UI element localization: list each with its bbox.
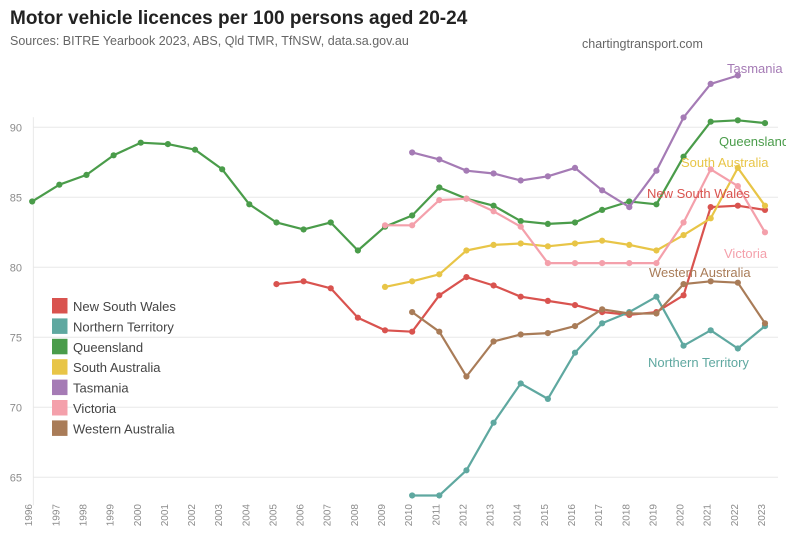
svg-text:2009: 2009 bbox=[377, 504, 388, 527]
svg-text:2012: 2012 bbox=[458, 504, 469, 527]
svg-text:2011: 2011 bbox=[431, 504, 442, 526]
svg-text:South Australia: South Australia bbox=[73, 360, 161, 375]
svg-text:2000: 2000 bbox=[133, 504, 144, 527]
svg-text:Queensland: Queensland bbox=[719, 134, 786, 149]
svg-text:1998: 1998 bbox=[78, 504, 89, 527]
svg-text:70: 70 bbox=[10, 402, 22, 414]
svg-text:2022: 2022 bbox=[730, 504, 741, 527]
svg-text:2015: 2015 bbox=[540, 504, 551, 527]
svg-text:2023: 2023 bbox=[757, 504, 768, 527]
svg-text:Tasmania: Tasmania bbox=[73, 381, 129, 396]
svg-text:2007: 2007 bbox=[323, 504, 334, 527]
svg-text:2008: 2008 bbox=[350, 504, 361, 527]
svg-text:New South Wales: New South Wales bbox=[647, 186, 750, 201]
svg-text:Victoria: Victoria bbox=[73, 401, 117, 416]
svg-text:2013: 2013 bbox=[486, 504, 497, 527]
svg-text:1999: 1999 bbox=[106, 504, 117, 527]
svg-text:2016: 2016 bbox=[567, 504, 578, 527]
svg-text:Northern Territory: Northern Territory bbox=[648, 355, 749, 370]
svg-text:2020: 2020 bbox=[676, 504, 687, 527]
svg-text:South Australia: South Australia bbox=[681, 155, 769, 170]
svg-text:2004: 2004 bbox=[241, 504, 252, 527]
svg-text:2021: 2021 bbox=[703, 504, 714, 527]
svg-text:80: 80 bbox=[10, 262, 22, 274]
svg-text:2001: 2001 bbox=[160, 504, 171, 527]
svg-text:Tasmania: Tasmania bbox=[727, 61, 783, 76]
svg-text:Northern Territory: Northern Territory bbox=[73, 319, 174, 334]
svg-text:New South Wales: New South Wales bbox=[73, 299, 176, 314]
svg-text:Western Australia: Western Australia bbox=[649, 265, 751, 280]
svg-text:1997: 1997 bbox=[51, 504, 62, 527]
svg-text:Western Australia: Western Australia bbox=[73, 421, 175, 436]
svg-text:2019: 2019 bbox=[648, 504, 659, 527]
svg-text:2018: 2018 bbox=[621, 504, 632, 527]
svg-text:85: 85 bbox=[10, 192, 22, 204]
svg-text:75: 75 bbox=[10, 332, 22, 344]
svg-text:2005: 2005 bbox=[268, 504, 279, 527]
svg-text:90: 90 bbox=[10, 122, 22, 134]
svg-text:2006: 2006 bbox=[296, 504, 307, 527]
svg-text:65: 65 bbox=[10, 472, 22, 484]
svg-text:2010: 2010 bbox=[404, 504, 415, 527]
svg-text:2003: 2003 bbox=[214, 504, 225, 527]
svg-text:2017: 2017 bbox=[594, 504, 605, 527]
svg-text:Victoria: Victoria bbox=[724, 246, 768, 261]
svg-text:2014: 2014 bbox=[513, 504, 524, 527]
svg-text:1996: 1996 bbox=[24, 504, 35, 527]
svg-text:2002: 2002 bbox=[187, 504, 198, 527]
svg-text:Queensland: Queensland bbox=[73, 340, 143, 355]
